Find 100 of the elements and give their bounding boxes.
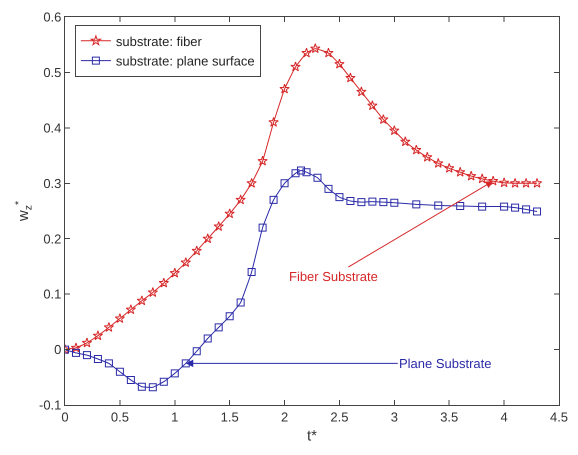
point (412, 200, 420, 208)
point (82, 338, 92, 348)
annotation: Fiber Substrate (289, 269, 378, 284)
point (334, 58, 345, 69)
point (248, 268, 256, 276)
point (214, 323, 223, 332)
point (302, 168, 311, 176)
point (444, 162, 454, 173)
point (235, 194, 246, 204)
point (466, 170, 476, 181)
x-tick-label: 2 (280, 410, 288, 425)
point (268, 116, 279, 127)
point (182, 359, 190, 368)
y-tick-label: 0.5 (43, 64, 62, 80)
x-axis-title: t* (306, 428, 318, 445)
point (488, 176, 498, 186)
point (70, 342, 82, 352)
x-tick-label: 1.5 (220, 410, 239, 425)
point (498, 177, 510, 188)
point (92, 330, 104, 340)
point (170, 268, 180, 278)
point (345, 72, 356, 82)
point (126, 376, 135, 384)
point (94, 354, 102, 363)
point (511, 204, 520, 212)
point (292, 169, 300, 178)
annotation: Plane Substrate (399, 356, 492, 371)
point (389, 125, 400, 136)
point (138, 382, 146, 391)
point (313, 174, 322, 182)
point (192, 347, 201, 356)
point (226, 312, 234, 320)
point (500, 202, 508, 211)
point (477, 173, 488, 184)
point (297, 166, 306, 175)
point (114, 313, 126, 323)
x-tick-label: 3 (390, 410, 398, 425)
x-tick-label: 0.5 (110, 410, 129, 425)
point (400, 136, 410, 146)
point (104, 359, 113, 368)
point (520, 178, 532, 188)
point (434, 201, 442, 210)
point (478, 202, 486, 211)
y-tick-label: 0.3 (43, 176, 62, 191)
y-tick-label: 0 (54, 342, 62, 358)
point (378, 114, 389, 124)
x-tick-label: 4 (500, 410, 508, 425)
point (136, 295, 147, 306)
point (379, 198, 388, 206)
point (104, 322, 114, 332)
point (202, 233, 213, 244)
point (280, 179, 289, 188)
point (367, 100, 378, 110)
point (204, 334, 212, 342)
point (290, 61, 301, 72)
point (532, 178, 542, 188)
x-tick-label: 3.5 (440, 410, 458, 425)
y-tick-label: -0.1 (38, 398, 62, 413)
point (257, 156, 268, 166)
point (158, 278, 169, 288)
point (192, 246, 202, 256)
point (170, 369, 179, 378)
legend-label: substrate: fiber (116, 34, 203, 49)
point (236, 298, 245, 306)
point (422, 152, 432, 162)
point (224, 208, 235, 218)
point (310, 43, 320, 54)
point (279, 84, 290, 94)
point (433, 158, 444, 168)
point (346, 197, 354, 206)
x-tick-label: 2.5 (330, 410, 348, 425)
point (160, 378, 168, 386)
y-tick-label: 0.4 (43, 120, 62, 136)
point (411, 144, 422, 154)
point (323, 48, 334, 58)
point (455, 166, 466, 177)
point (522, 205, 530, 214)
y-tick-label: 0.6 (43, 10, 62, 25)
point (126, 304, 136, 314)
point (324, 184, 332, 193)
x-tick-label: 1 (171, 410, 178, 425)
point (82, 351, 91, 360)
legend-label: substrate: plane surface (116, 54, 255, 69)
point (357, 198, 366, 206)
point (368, 198, 376, 206)
point (456, 202, 464, 210)
point (270, 196, 278, 204)
y-tick-label: 0.1 (43, 286, 62, 302)
point (148, 383, 157, 392)
point (72, 348, 80, 357)
point (214, 221, 224, 231)
point (258, 224, 267, 232)
point (390, 198, 398, 207)
point (180, 257, 191, 268)
point (356, 86, 367, 96)
point (510, 178, 520, 188)
point (335, 193, 344, 202)
point (116, 368, 124, 376)
point (148, 287, 158, 297)
point (533, 208, 542, 216)
